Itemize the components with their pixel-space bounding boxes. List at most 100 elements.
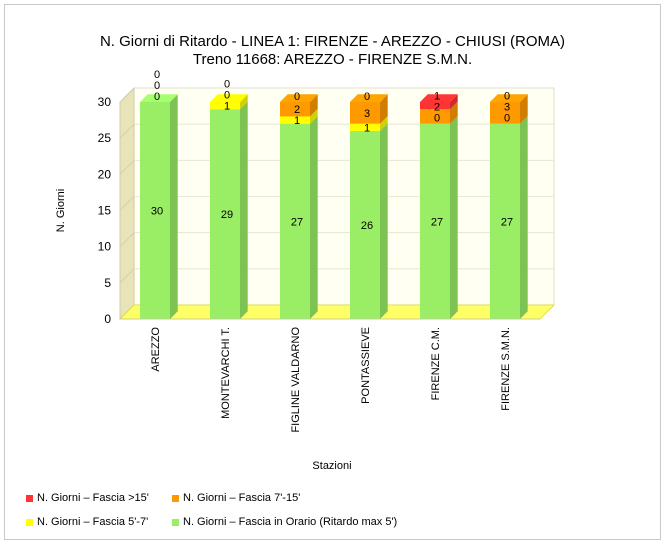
data-label: 0 [364, 91, 370, 103]
data-label: 0 [294, 91, 300, 103]
bar-side [380, 94, 388, 124]
data-label: 0 [224, 79, 230, 91]
bar-front [350, 102, 380, 124]
bar-segment [280, 108, 318, 124]
bar-segment [420, 94, 458, 110]
gridline-side [119, 123, 135, 139]
bar-segment [350, 94, 388, 124]
bar-segment [350, 123, 388, 319]
bar-front [420, 123, 450, 319]
gridline-side [119, 87, 135, 103]
legend-swatch-in-orario [172, 518, 179, 526]
y-tick-label: 30 [98, 95, 112, 109]
data-label: 0 [154, 80, 160, 92]
y-tick-label: 20 [98, 167, 112, 181]
legend-label-over-15: N. Giorni – Fascia >15' [37, 492, 149, 504]
data-label: 30 [151, 206, 163, 218]
data-label: 27 [501, 216, 513, 228]
bar-front [280, 102, 310, 117]
x-tick-label: FIGLINE VALDARNO [290, 327, 302, 433]
y-tick-label: 15 [98, 204, 112, 218]
bar-side [240, 94, 248, 110]
bar-side [520, 94, 528, 124]
bar-top [280, 94, 318, 102]
data-label: 29 [221, 209, 233, 221]
data-label: 0 [504, 113, 510, 125]
bar-side [310, 108, 318, 124]
bar-segment [420, 116, 458, 319]
legend-swatch-over-15 [26, 494, 33, 502]
bar-segment [280, 94, 318, 117]
data-label: 0 [504, 91, 510, 103]
legend-item-7-15: N. Giorni – Fascia 7'-15' [172, 492, 300, 504]
legend-swatch-7-15 [172, 494, 179, 502]
data-label: 27 [291, 216, 303, 228]
chart-floor [119, 304, 555, 320]
y-axis-label: N. Giorni [55, 189, 67, 232]
legend-swatch-5-7 [26, 518, 33, 526]
bar-top [350, 94, 388, 102]
data-label: 26 [361, 220, 373, 232]
y-tick-label: 10 [98, 240, 112, 254]
chart-title: N. Giorni di Ritardo - LINEA 1: FIRENZE … [99, 33, 566, 50]
bar-segment [140, 94, 178, 319]
bar-side [450, 94, 458, 110]
bar-front [140, 102, 170, 319]
data-label: 2 [434, 102, 440, 114]
bar-segment [210, 101, 248, 320]
bar-front [420, 109, 450, 124]
bar-side [240, 101, 248, 320]
gridline-side [119, 196, 135, 211]
data-label: 1 [294, 115, 300, 127]
gridline-side [119, 268, 135, 284]
data-label: 2 [294, 104, 300, 116]
bar-side [310, 116, 318, 319]
bar-segment [490, 116, 528, 319]
bar-front [350, 130, 380, 319]
data-label: 3 [364, 108, 370, 120]
bar-segment [420, 101, 458, 124]
data-label: 27 [431, 216, 443, 228]
x-tick-label: PONTASSIEVE [360, 327, 372, 404]
legend-item-in-orario: N. Giorni – Fascia in Orario (Ritardo ma… [172, 516, 397, 528]
bar-side [380, 123, 388, 319]
x-tick-label: FIRENZE C.M. [430, 327, 442, 400]
bar-segment [280, 116, 318, 319]
chart-subtitle: Treno 11668: AREZZO - FIRENZE S.M.N. [192, 51, 473, 68]
bar-side [310, 94, 318, 117]
legend-item-over-15: N. Giorni – Fascia >15' [26, 492, 149, 504]
bar-segment [490, 94, 528, 124]
gridline-side [119, 160, 135, 175]
data-label: 1 [434, 91, 440, 103]
gridline-side [119, 232, 135, 247]
bar-front [210, 102, 240, 110]
x-tick-label: AREZZO [150, 327, 162, 372]
x-tick-label: MONTEVARCHI T. [220, 327, 232, 419]
bar-front [350, 123, 380, 131]
y-tick-label: 0 [104, 312, 111, 326]
data-label: 1 [364, 122, 370, 134]
legend-label-in-orario: N. Giorni – Fascia in Orario (Ritardo ma… [183, 516, 398, 528]
bar-top [490, 94, 528, 102]
bar-front [280, 116, 310, 124]
x-tick-label: FIRENZE S.M.N. [500, 327, 512, 411]
data-label: 3 [504, 102, 510, 114]
bar-segment [210, 94, 248, 110]
legend-label-7-15: N. Giorni – Fascia 7'-15' [183, 492, 301, 504]
bar-side [170, 94, 178, 319]
data-label: 0 [154, 91, 160, 103]
data-label: 0 [154, 69, 160, 81]
bar-side [380, 116, 388, 131]
bar-front [280, 123, 310, 319]
bar-front [490, 102, 520, 124]
bar-side [520, 116, 528, 319]
data-label: 0 [434, 113, 440, 125]
bar-top [210, 94, 248, 102]
bar-front [490, 123, 520, 319]
bar-front [210, 109, 240, 319]
bar-top [140, 94, 178, 102]
bar-side [450, 116, 458, 319]
data-label: 1 [224, 101, 230, 113]
data-label: 0 [224, 90, 230, 102]
